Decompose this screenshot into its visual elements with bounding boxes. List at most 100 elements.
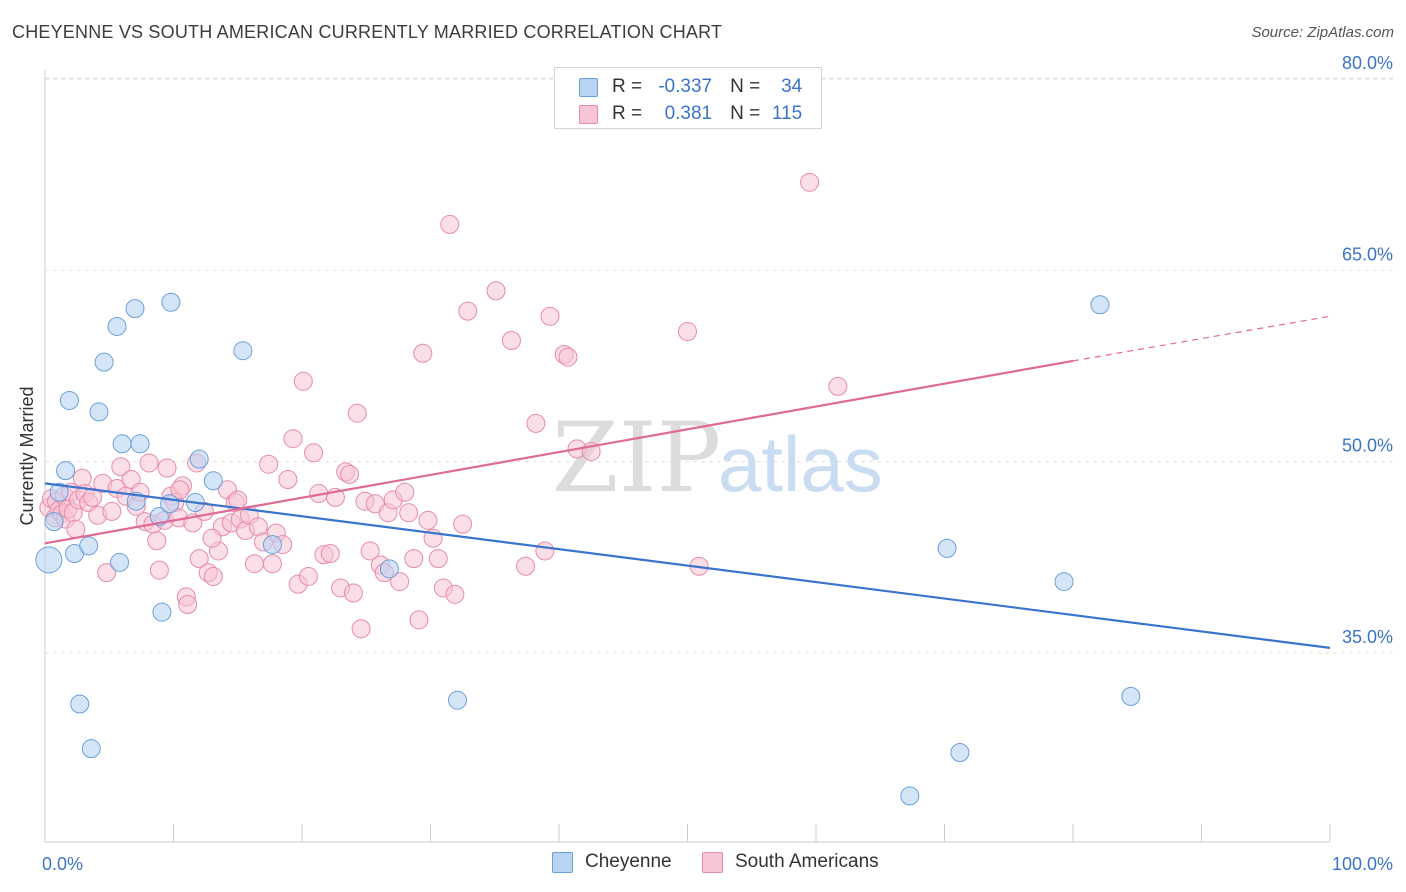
point-cheyenne <box>70 694 90 714</box>
south-americans-swatch <box>579 104 598 124</box>
point-cheyenne <box>937 538 957 558</box>
point-cheyenne <box>161 292 181 312</box>
point-south-americans <box>262 554 282 574</box>
series-cheyenne <box>35 292 1141 806</box>
point-south-americans <box>404 549 424 569</box>
point-cheyenne <box>81 739 101 759</box>
point-south-americans <box>395 482 415 502</box>
point-cheyenne <box>35 546 63 574</box>
point-cheyenne <box>79 536 99 556</box>
axes: 35.0% 50.0% 65.0% 80.0% 0.0% 100.0% <box>42 53 1393 874</box>
point-south-americans <box>283 429 303 449</box>
n-label: N = <box>730 76 761 97</box>
point-cheyenne <box>203 471 223 491</box>
point-cheyenne <box>107 316 127 336</box>
point-south-americans <box>149 560 169 580</box>
point-cheyenne <box>1121 686 1141 706</box>
trend-lines <box>44 315 1331 649</box>
watermark-zip: ZIP <box>552 402 721 514</box>
point-south-americans <box>293 371 313 391</box>
legend-item-south-americans: South Americans <box>702 851 879 873</box>
point-cheyenne <box>1054 572 1074 592</box>
y-tick-label: 65.0% <box>1342 244 1393 264</box>
point-south-americans <box>139 453 159 473</box>
r-value-south-americans: 0.381 <box>664 103 713 124</box>
point-south-americans <box>516 556 536 576</box>
point-south-americans <box>399 503 419 523</box>
point-south-americans <box>486 281 506 301</box>
point-cheyenne <box>149 507 169 527</box>
point-cheyenne <box>950 742 970 762</box>
point-south-americans <box>428 549 448 569</box>
point-south-americans <box>244 554 264 574</box>
point-south-americans <box>440 214 460 234</box>
point-cheyenne <box>59 390 79 410</box>
point-south-americans <box>170 480 190 500</box>
legend-swatch-south-americans <box>702 851 723 873</box>
r-label: R = <box>612 76 643 97</box>
r-label: R = <box>612 103 643 124</box>
point-south-americans <box>343 583 363 603</box>
legend-label-cheyenne: Cheyenne <box>585 851 672 872</box>
point-south-americans <box>157 458 177 478</box>
x-tick-label-min: 0.0% <box>42 854 83 874</box>
point-south-americans <box>558 347 578 367</box>
point-south-americans <box>202 528 222 548</box>
point-south-americans <box>278 470 298 490</box>
point-south-americans <box>298 566 318 586</box>
y-tick-label: 50.0% <box>1342 436 1393 456</box>
point-south-americans <box>445 584 465 604</box>
point-cheyenne <box>112 434 132 454</box>
point-south-americans <box>347 403 367 423</box>
series-legend: Cheyenne South Americans <box>0 851 1406 877</box>
point-cheyenne <box>89 402 109 422</box>
point-south-americans <box>111 457 131 477</box>
stats-legend: R = -0.337 N = 34 R = 0.381 N = 115 <box>554 67 822 129</box>
y-tick-label: 80.0% <box>1342 53 1393 73</box>
point-south-americans <box>320 544 340 564</box>
point-south-americans <box>413 343 433 363</box>
n-value-cheyenne: 34 <box>781 76 803 97</box>
trendline-cheyenne <box>44 482 1331 649</box>
x-tick-label-max: 100.0% <box>1332 854 1393 874</box>
point-cheyenne <box>379 559 399 579</box>
point-cheyenne <box>189 449 209 469</box>
point-south-americans <box>828 376 848 396</box>
point-south-americans <box>678 322 697 342</box>
point-south-americans <box>390 572 410 592</box>
point-south-americans <box>526 413 546 433</box>
point-cheyenne <box>900 786 920 806</box>
legend-item-cheyenne: Cheyenne <box>552 851 672 873</box>
point-south-americans <box>66 519 86 539</box>
point-south-americans <box>800 172 820 192</box>
n-label: N = <box>730 103 761 124</box>
point-cheyenne <box>233 341 253 361</box>
point-south-americans <box>203 566 223 586</box>
point-cheyenne <box>49 482 69 502</box>
trendline-south-americans-extension <box>1072 315 1331 362</box>
legend-label-south-americans: South Americans <box>735 851 879 872</box>
point-south-americans <box>304 443 324 463</box>
trendline-south-americans <box>44 359 1074 545</box>
point-south-americans <box>340 464 360 484</box>
point-cheyenne <box>447 690 467 710</box>
chart-title: CHEYENNE VS SOUTH AMERICAN CURRENTLY MAR… <box>12 22 723 42</box>
watermark-atlas: atlas <box>718 420 883 508</box>
stats-row-south-americans: R = 0.381 N = 115 <box>579 102 802 126</box>
point-south-americans <box>501 330 521 350</box>
point-south-americans <box>102 501 122 521</box>
point-south-americans <box>418 510 438 530</box>
point-cheyenne <box>1090 295 1110 315</box>
point-south-americans <box>147 531 167 551</box>
point-south-americans <box>351 619 371 639</box>
point-south-americans <box>409 610 429 630</box>
legend-swatch-cheyenne <box>552 851 573 873</box>
point-cheyenne <box>94 352 114 372</box>
point-south-americans <box>259 454 279 474</box>
point-south-americans <box>453 514 473 534</box>
chart-source: Source: ZipAtlas.com <box>1251 24 1394 41</box>
series-south-americans <box>39 172 848 639</box>
point-south-americans <box>540 306 560 326</box>
point-cheyenne <box>110 552 130 572</box>
